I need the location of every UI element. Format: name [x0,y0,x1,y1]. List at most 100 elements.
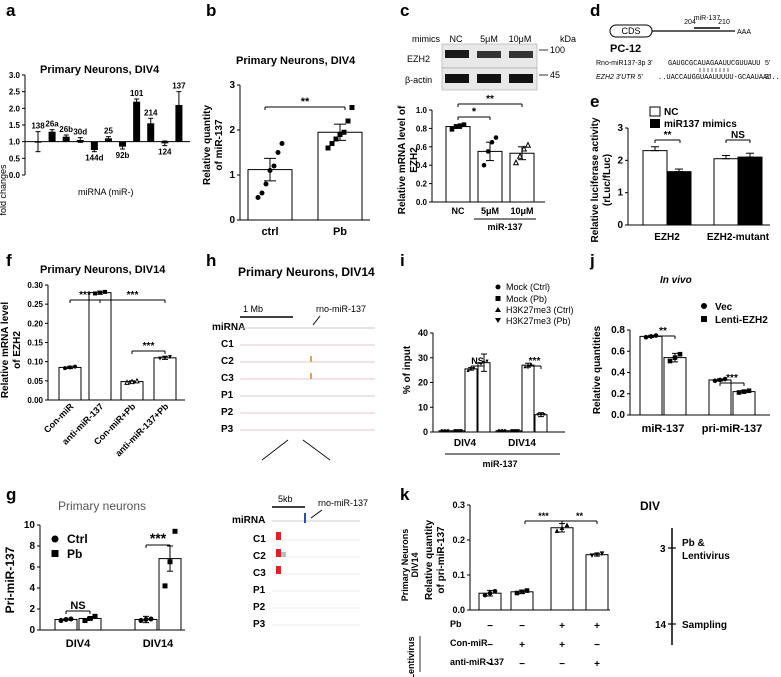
panel-i-x-label: DIV4 [454,438,477,449]
blot-ezh2-kda: 100 [550,45,565,55]
panel-k-ytick-label: 0.2 [452,535,465,545]
panel-g-data-point [92,613,98,619]
panel-g-data-point [162,583,168,589]
panel-i-data-point [482,361,486,365]
panel-i-ytick-label: 40 [418,328,428,338]
panel-f-data-point [63,366,67,371]
panel-j-data-point [677,351,683,357]
timeline-num-14: 14 [655,620,667,631]
panel-f-data-point [103,289,107,294]
panel-i-data-point [443,429,447,433]
utr-seq-end: 3' [765,74,770,81]
panel-k-data-point [559,525,565,531]
panel-j-sig-label: *** [726,373,738,384]
panel-i-data-point [466,368,470,372]
panel-b-title: Primary Neurons, DIV4 [236,55,356,67]
panel-k-data-point [482,592,488,598]
panel-g-data-point [148,616,154,622]
zoom-peak-c2 [276,549,281,557]
panel-b-data-point [349,105,355,110]
panel-c-sig-label: ** [486,94,494,105]
panel-g-ylabel: Pri-miR-137 [3,546,17,613]
panel-e-legend-mimics-swatch [650,119,660,128]
timeline-text-3b: Lentivirus [682,551,730,562]
mirna-seq: GAUGCGCAUAGAAUUCGUUAUU [668,60,760,68]
panel-i-data-point [479,362,483,366]
polya-tail: AAA [737,29,751,36]
panel-i-legend-marker-1 [495,284,501,290]
panel-label-f: f [6,251,12,270]
panel-k-data-point [492,588,498,594]
panel-e-legend-nc-swatch [649,106,661,117]
panel-label-b: b [206,1,216,20]
panel-g-legend-pb-marker [51,550,59,557]
track-label-p1: P1 [221,390,234,401]
track-label-c2: C2 [221,356,234,367]
panel-k-data-point [564,522,570,528]
cds-label: CDS [621,26,640,36]
panel-b-data-point [267,168,273,173]
panel-g-x-label: DIV14 [143,638,174,650]
panel-k-bar [585,554,609,611]
panel-i-ytick-label: 10 [418,402,428,412]
panel-i-data-point [503,429,507,433]
panel-k-data-point [599,551,605,557]
panel-j-ytick-label: 0.8 [611,325,625,336]
panel-h-tracks: Primary Neurons, DIV14 1 Mb rno-miR-137 … [212,265,375,630]
panel-i-data-point [536,413,540,417]
zoom-peak-c1 [276,532,281,540]
panel-i-data-point [446,429,450,433]
panel-j-legend-lenti-marker [701,316,707,322]
panel-g-ytick-label: 6 [29,562,35,573]
panel-c-data-point [493,135,499,140]
panel-e-ylabel-2: (rLuc/fLuc) [602,154,613,206]
gene-arrow-top [312,315,321,326]
panel-i-legend-4: H3K27me3 (Pb) [506,316,571,326]
panel-i-bar [464,368,478,433]
panel-b-ytick-label: 3 [229,80,235,91]
panel-b-data-point [255,195,261,200]
panel-j-data-point [741,389,747,394]
panel-b-ytick-label: 1 [229,170,235,181]
panel-c-x-label: NC [452,206,465,216]
panel-k-conmir-sign: + [519,640,525,651]
panel-b-ytick-label: 2 [229,125,235,136]
track-label-mirna: miRNA [212,322,245,333]
panel-g-data-point [143,617,149,622]
panel-g-sig-label: NS [70,600,85,612]
panel-i-data-point [500,429,504,433]
panel-i-data-point [485,359,489,363]
zoom-track-label-p3: P3 [253,619,266,630]
panel-f-bar [120,381,144,401]
panel-k-data-point [524,588,530,593]
panel-i-data-point [542,413,546,417]
panel-i-legend-marker-4 [495,318,501,323]
panel-a-bar [48,131,56,142]
panel-c-ytick-label: 0.4 [416,161,428,170]
panel-k-pb-sign: + [594,621,600,632]
panel-k-ylabel-2: of pri-miR-137 [436,526,447,594]
panel-label-g: g [6,485,16,504]
scale-1mb-label: 1 Mb [243,304,263,314]
panel-b-data-point [275,150,281,155]
panel-k-data-point [554,528,560,533]
div-timeline: DIV 3 Pb & Lentivirus 14 Sampling [640,499,730,645]
panel-a-bar [62,136,70,142]
panel-c-data-point [449,127,455,132]
panel-g-data-point [167,559,173,565]
panel-c-group-label: miR-137 [487,222,522,232]
panel-e-bar [666,171,692,226]
blot-ezh2-band-1 [445,50,469,58]
panel-f-data-point [98,290,102,295]
panel-c-data-point [489,139,495,145]
panel-k-row-antimir: anti-miR-137 [450,657,504,667]
panel-k-antimir-sign: + [594,659,600,670]
panel-g-data-point [138,618,144,624]
panel-j-bar [639,335,663,416]
panel-a-bar-label: 92b [116,151,130,160]
zoom-peak-c2b [281,552,286,557]
zoom-track-label-c3: C3 [253,568,266,579]
panel-j-data-point [712,378,718,384]
gene-label-bottom: rno-miR-137 [318,498,368,508]
